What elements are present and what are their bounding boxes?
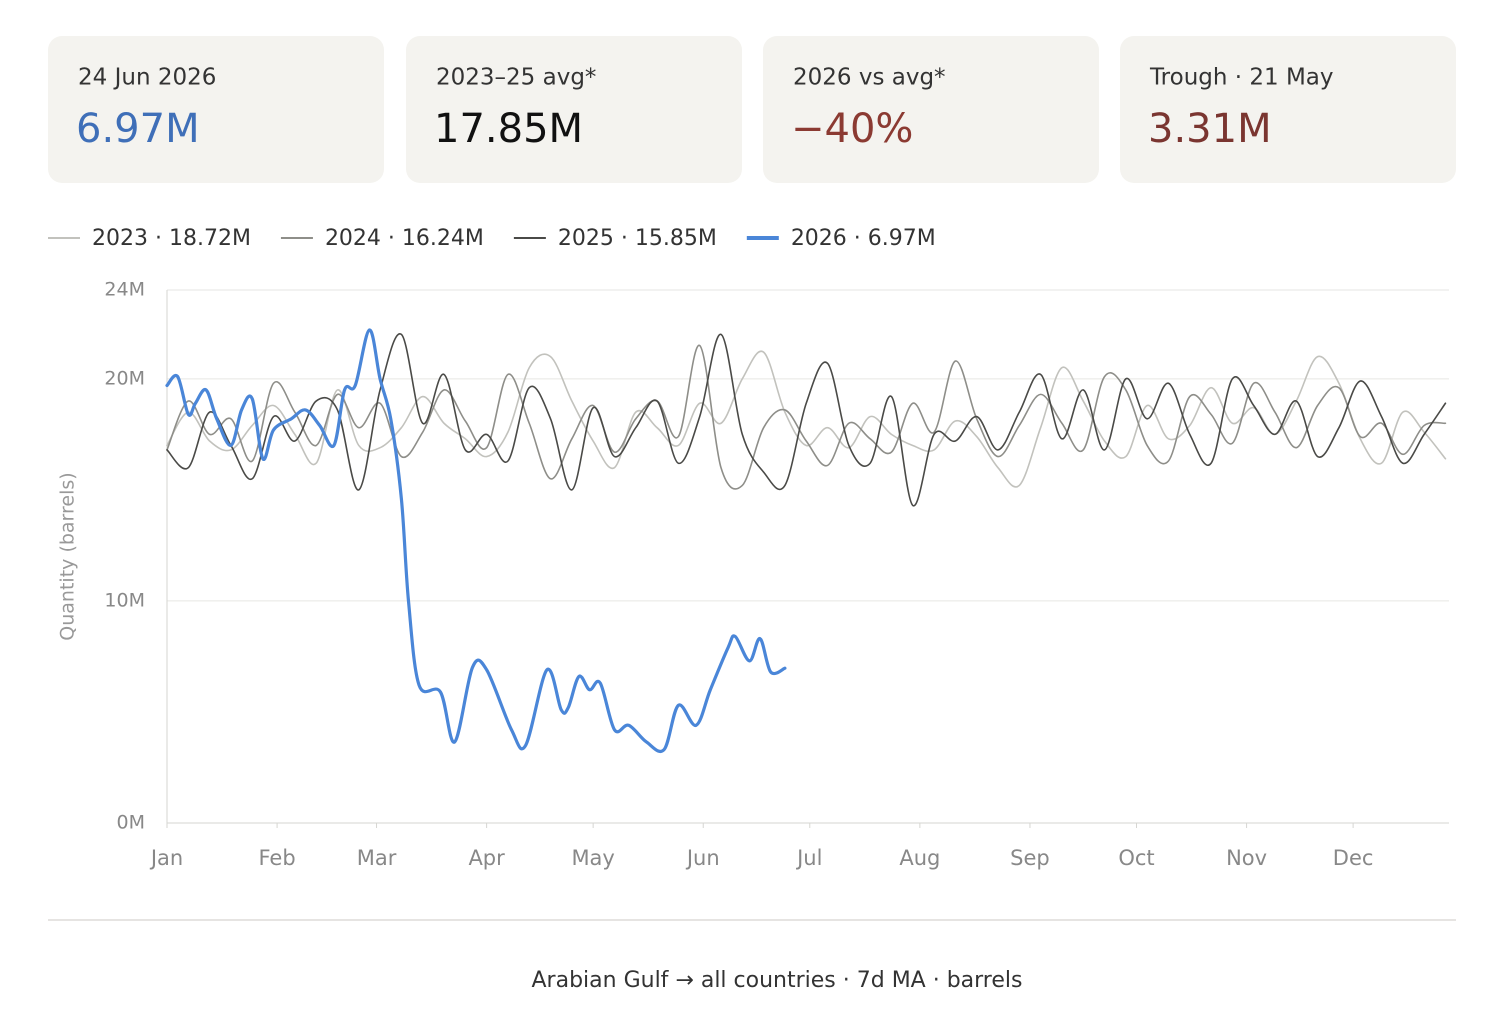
x-tick-label: Feb [258, 846, 295, 870]
chart: 0M 10M 20M 24M Jan Feb Mar Apr May Jun Jul Aug Sep Oc… [57, 279, 1449, 870]
x-tick-label: Jan [149, 846, 183, 870]
series-line [166, 333, 1447, 507]
stat-value: 6.97M [76, 106, 200, 152]
x-tick-label: Jun [685, 846, 720, 870]
stat-label: 2026 vs avg* [793, 65, 946, 91]
footer: Arabian Gulf → all countries · 7d MA · b… [532, 968, 1023, 993]
x-tick-label: Nov [1226, 846, 1267, 870]
x-tick-label: Mar [357, 846, 397, 870]
series-line [165, 328, 787, 754]
x-tick-label: May [571, 846, 614, 870]
legend-label: 2026 · 6.97M [791, 226, 936, 251]
legend-label: 2023 · 18.72M [92, 226, 251, 251]
stat-label: 24 Jun 2026 [78, 65, 216, 91]
series-line [166, 344, 1447, 490]
series-line [166, 350, 1447, 488]
y-axis-label: Quantity (barrels) [57, 472, 79, 640]
stat-card [406, 36, 742, 183]
x-tick-label: Apr [468, 846, 505, 870]
legend-label: 2024 · 16.24M [325, 226, 484, 251]
stat-value: 3.31M [1148, 106, 1272, 152]
y-tick-label: 0M [117, 812, 145, 834]
x-tick-label: Jul [795, 846, 822, 870]
stat-value: −40% [791, 106, 913, 152]
stat-card [763, 36, 1099, 183]
stat-card [48, 36, 384, 183]
x-tick-label: Dec [1333, 846, 1374, 870]
x-tick-label: Oct [1118, 846, 1154, 870]
stat-card [1120, 36, 1456, 183]
stat-value: 17.85M [434, 106, 583, 152]
y-tick-label: 20M [104, 367, 145, 389]
stat-label: 2023–25 avg* [436, 65, 596, 91]
legend: 2023 · 18.72M 2024 · 16.24M 2025 · 15.85M 2… [48, 226, 936, 251]
legend-label: 2025 · 15.85M [558, 226, 717, 251]
x-tick-label: Aug [899, 846, 940, 870]
x-tick-label: Sep [1010, 846, 1050, 870]
y-tick-label: 24M [104, 279, 145, 301]
y-tick-label: 10M [104, 589, 145, 611]
stat-label: Trough · 21 May [1149, 65, 1334, 91]
stat-cards: 24 Jun 2026 6.97M 2023–25 avg* 17.85M 2026 v… [48, 36, 1456, 183]
